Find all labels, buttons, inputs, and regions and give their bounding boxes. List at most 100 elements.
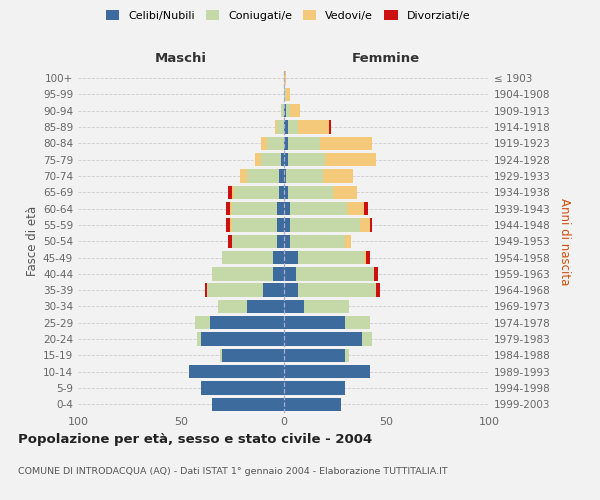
Bar: [234, 186, 280, 199]
Bar: [345, 348, 349, 362]
Bar: [284, 251, 298, 264]
Bar: [329, 120, 331, 134]
Bar: [362, 332, 372, 346]
Bar: [228, 186, 232, 199]
Bar: [284, 170, 286, 182]
Bar: [284, 104, 286, 118]
Bar: [273, 251, 284, 264]
Bar: [280, 170, 284, 182]
Bar: [230, 202, 232, 215]
Bar: [287, 120, 298, 134]
Bar: [284, 186, 287, 199]
Bar: [284, 365, 370, 378]
Bar: [263, 284, 284, 297]
Bar: [284, 88, 286, 101]
Bar: [208, 284, 263, 297]
Bar: [284, 234, 290, 248]
Bar: [298, 120, 329, 134]
Bar: [228, 234, 232, 248]
Bar: [284, 120, 287, 134]
Bar: [230, 218, 232, 232]
Bar: [222, 251, 273, 264]
Bar: [296, 267, 374, 280]
Bar: [232, 202, 277, 215]
Bar: [277, 202, 284, 215]
Bar: [255, 153, 261, 166]
Bar: [333, 186, 358, 199]
Bar: [290, 202, 347, 215]
Bar: [209, 316, 284, 330]
Bar: [290, 218, 359, 232]
Bar: [286, 104, 290, 118]
Text: Popolazione per età, sesso e stato civile - 2004: Popolazione per età, sesso e stato civil…: [18, 432, 372, 446]
Text: Maschi: Maschi: [155, 52, 207, 65]
Bar: [247, 170, 280, 182]
Bar: [197, 332, 202, 346]
Bar: [189, 365, 284, 378]
Bar: [222, 348, 284, 362]
Bar: [273, 267, 284, 280]
Bar: [267, 136, 284, 150]
Text: Femmine: Femmine: [352, 52, 421, 65]
Bar: [284, 398, 341, 411]
Bar: [284, 72, 286, 85]
Bar: [286, 170, 323, 182]
Bar: [284, 284, 298, 297]
Bar: [218, 300, 247, 313]
Bar: [284, 316, 345, 330]
Bar: [195, 316, 209, 330]
Bar: [232, 186, 234, 199]
Bar: [232, 218, 277, 232]
Bar: [287, 136, 320, 150]
Bar: [205, 284, 208, 297]
Bar: [320, 136, 372, 150]
Bar: [284, 382, 345, 394]
Bar: [202, 332, 284, 346]
Legend: Celibi/Nubili, Coniugati/e, Vedovi/e, Divorziati/e: Celibi/Nubili, Coniugati/e, Vedovi/e, Di…: [101, 6, 475, 25]
Bar: [284, 218, 290, 232]
Bar: [374, 267, 378, 280]
Bar: [220, 348, 222, 362]
Bar: [366, 251, 370, 264]
Bar: [364, 251, 366, 264]
Bar: [241, 170, 247, 182]
Bar: [323, 170, 353, 182]
Bar: [212, 398, 284, 411]
Bar: [280, 186, 284, 199]
Bar: [345, 316, 370, 330]
Bar: [281, 104, 284, 118]
Bar: [284, 348, 345, 362]
Bar: [202, 382, 284, 394]
Bar: [286, 88, 290, 101]
Bar: [290, 104, 300, 118]
Bar: [232, 234, 277, 248]
Bar: [298, 284, 376, 297]
Bar: [277, 218, 284, 232]
Bar: [261, 153, 281, 166]
Bar: [370, 218, 372, 232]
Bar: [226, 218, 230, 232]
Y-axis label: Anni di nascita: Anni di nascita: [557, 198, 571, 285]
Bar: [347, 202, 364, 215]
Bar: [290, 234, 345, 248]
Bar: [275, 120, 277, 134]
Bar: [325, 153, 376, 166]
Bar: [284, 202, 290, 215]
Bar: [212, 267, 273, 280]
Bar: [247, 300, 284, 313]
Text: COMUNE DI INTRODACQUA (AQ) - Dati ISTAT 1° gennaio 2004 - Elaborazione TUTTITALI: COMUNE DI INTRODACQUA (AQ) - Dati ISTAT …: [18, 468, 448, 476]
Y-axis label: Fasce di età: Fasce di età: [26, 206, 39, 276]
Bar: [298, 251, 364, 264]
Bar: [345, 234, 352, 248]
Bar: [364, 202, 368, 215]
Bar: [261, 136, 267, 150]
Bar: [277, 120, 284, 134]
Bar: [376, 284, 380, 297]
Bar: [287, 186, 333, 199]
Bar: [281, 153, 284, 166]
Bar: [359, 218, 370, 232]
Bar: [304, 300, 349, 313]
Bar: [284, 153, 287, 166]
Bar: [287, 153, 325, 166]
Bar: [226, 202, 230, 215]
